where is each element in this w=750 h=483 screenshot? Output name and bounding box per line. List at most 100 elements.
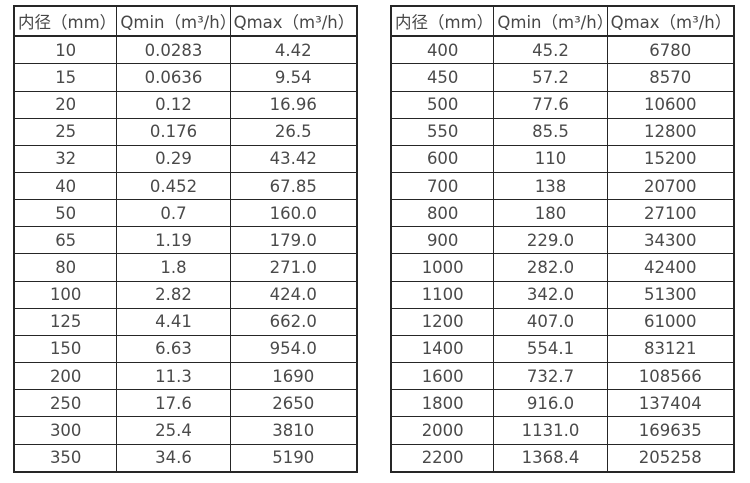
table-cell: 1600 — [390, 362, 495, 391]
table-row: 800 180 27100 — [390, 199, 735, 228]
table-row: 600 110 15200 — [390, 144, 735, 173]
table-row: 10 0.0283 4.42 — [13, 35, 358, 65]
table-cell: 34300 — [606, 226, 735, 255]
header-row: 内径（mm） Qmin（m³/h） Qmax（m³/h） — [13, 5, 358, 37]
table-body-small-diameters: 10 0.0283 4.42 15 0.0636 9.54 20 0.12 16.96 25 0.1… — [13, 35, 358, 473]
table-row: 1600 732.7 108566 — [390, 362, 735, 391]
table-cell: 662.0 — [229, 307, 358, 336]
table-cell: 67.85 — [229, 171, 358, 201]
table-cell: 1200 — [390, 307, 495, 336]
table-row: 125 4.41 662.0 — [13, 307, 358, 336]
table-cell: 4.41 — [116, 307, 231, 336]
table-row: 400 45.2 6780 — [390, 35, 735, 65]
table-cell: 800 — [390, 199, 495, 228]
table-cell: 1800 — [390, 389, 495, 418]
col-header-diameter: 内径（mm） — [390, 5, 495, 37]
col-header-qmax: Qmax（m³/h） — [229, 5, 358, 37]
table-cell: 2200 — [390, 443, 495, 473]
table-row: 350 34.6 5190 — [13, 443, 358, 473]
table-row: 550 85.5 12800 — [390, 117, 735, 146]
table-cell: 407.0 — [493, 307, 608, 336]
table-cell: 137404 — [606, 389, 735, 418]
table-cell: 80 — [13, 253, 118, 282]
table-cell: 6780 — [606, 35, 735, 65]
table-cell: 179.0 — [229, 226, 358, 255]
table-cell: 57.2 — [493, 63, 608, 92]
table-cell: 0.0283 — [116, 35, 231, 65]
table-cell: 2.82 — [116, 280, 231, 309]
table-cell: 342.0 — [493, 280, 608, 309]
col-header-qmax: Qmax（m³/h） — [606, 5, 735, 37]
table-cell: 1100 — [390, 280, 495, 309]
table-cell: 600 — [390, 144, 495, 173]
table-row: 700 138 20700 — [390, 171, 735, 201]
table-cell: 6.63 — [116, 334, 231, 364]
table-cell: 500 — [390, 90, 495, 119]
table-row: 2000 1131.0 169635 — [390, 416, 735, 445]
table-cell: 138 — [493, 171, 608, 201]
table-cell: 34.6 — [116, 443, 231, 473]
table-row: 32 0.29 43.42 — [13, 144, 358, 173]
table-row: 1200 407.0 61000 — [390, 307, 735, 336]
table-cell: 32 — [13, 144, 118, 173]
table-cell: 10 — [13, 35, 118, 65]
table-cell: 180 — [493, 199, 608, 228]
table-cell: 0.452 — [116, 171, 231, 201]
table-row: 1100 342.0 51300 — [390, 280, 735, 309]
table-cell: 65 — [13, 226, 118, 255]
flow-table-small-diameters: 内径（mm） Qmin（m³/h） Qmax（m³/h） 10 0.0283 4.4… — [13, 5, 358, 473]
table-cell: 205258 — [606, 443, 735, 473]
table-cell: 450 — [390, 63, 495, 92]
table-row: 65 1.19 179.0 — [13, 226, 358, 255]
table-cell: 900 — [390, 226, 495, 255]
table-cell: 9.54 — [229, 63, 358, 92]
table-cell: 169635 — [606, 416, 735, 445]
table-row: 500 77.6 10600 — [390, 90, 735, 119]
col-header-qmin: Qmin（m³/h） — [116, 5, 231, 37]
table-cell: 45.2 — [493, 35, 608, 65]
table-row: 1400 554.1 83121 — [390, 334, 735, 364]
table-cell: 1.8 — [116, 253, 231, 282]
table-row: 150 6.63 954.0 — [13, 334, 358, 364]
table-row: 300 25.4 3810 — [13, 416, 358, 445]
table-cell: 40 — [13, 171, 118, 201]
table-cell: 732.7 — [493, 362, 608, 391]
table-cell: 12800 — [606, 117, 735, 146]
table-cell: 550 — [390, 117, 495, 146]
table-cell: 2000 — [390, 416, 495, 445]
table-cell: 17.6 — [116, 389, 231, 418]
table-cell: 0.29 — [116, 144, 231, 173]
table-cell: 229.0 — [493, 226, 608, 255]
table-cell: 0.7 — [116, 199, 231, 228]
table-cell: 200 — [13, 362, 118, 391]
table-cell: 43.42 — [229, 144, 358, 173]
col-header-qmin: Qmin（m³/h） — [493, 5, 608, 37]
table-cell: 1.19 — [116, 226, 231, 255]
table-cell: 10600 — [606, 90, 735, 119]
header-row: 内径（mm） Qmin（m³/h） Qmax（m³/h） — [390, 5, 735, 37]
table-cell: 1131.0 — [493, 416, 608, 445]
table-cell: 26.5 — [229, 117, 358, 146]
table-cell: 61000 — [606, 307, 735, 336]
table-cell: 15 — [13, 63, 118, 92]
table-row: 25 0.176 26.5 — [13, 117, 358, 146]
table-cell: 15200 — [606, 144, 735, 173]
table-cell: 25 — [13, 117, 118, 146]
table-row: 15 0.0636 9.54 — [13, 63, 358, 92]
table-row: 80 1.8 271.0 — [13, 253, 358, 282]
col-header-diameter: 内径（mm） — [13, 5, 118, 37]
table-cell: 0.0636 — [116, 63, 231, 92]
table-cell: 554.1 — [493, 334, 608, 364]
table-row: 900 229.0 34300 — [390, 226, 735, 255]
table-cell: 0.176 — [116, 117, 231, 146]
table-cell: 700 — [390, 171, 495, 201]
table-cell: 11.3 — [116, 362, 231, 391]
table-cell: 1000 — [390, 253, 495, 282]
table-cell: 282.0 — [493, 253, 608, 282]
table-cell: 77.6 — [493, 90, 608, 119]
table-cell: 1690 — [229, 362, 358, 391]
table-cell: 125 — [13, 307, 118, 336]
table-cell: 0.12 — [116, 90, 231, 119]
table-cell: 85.5 — [493, 117, 608, 146]
table-cell: 110 — [493, 144, 608, 173]
